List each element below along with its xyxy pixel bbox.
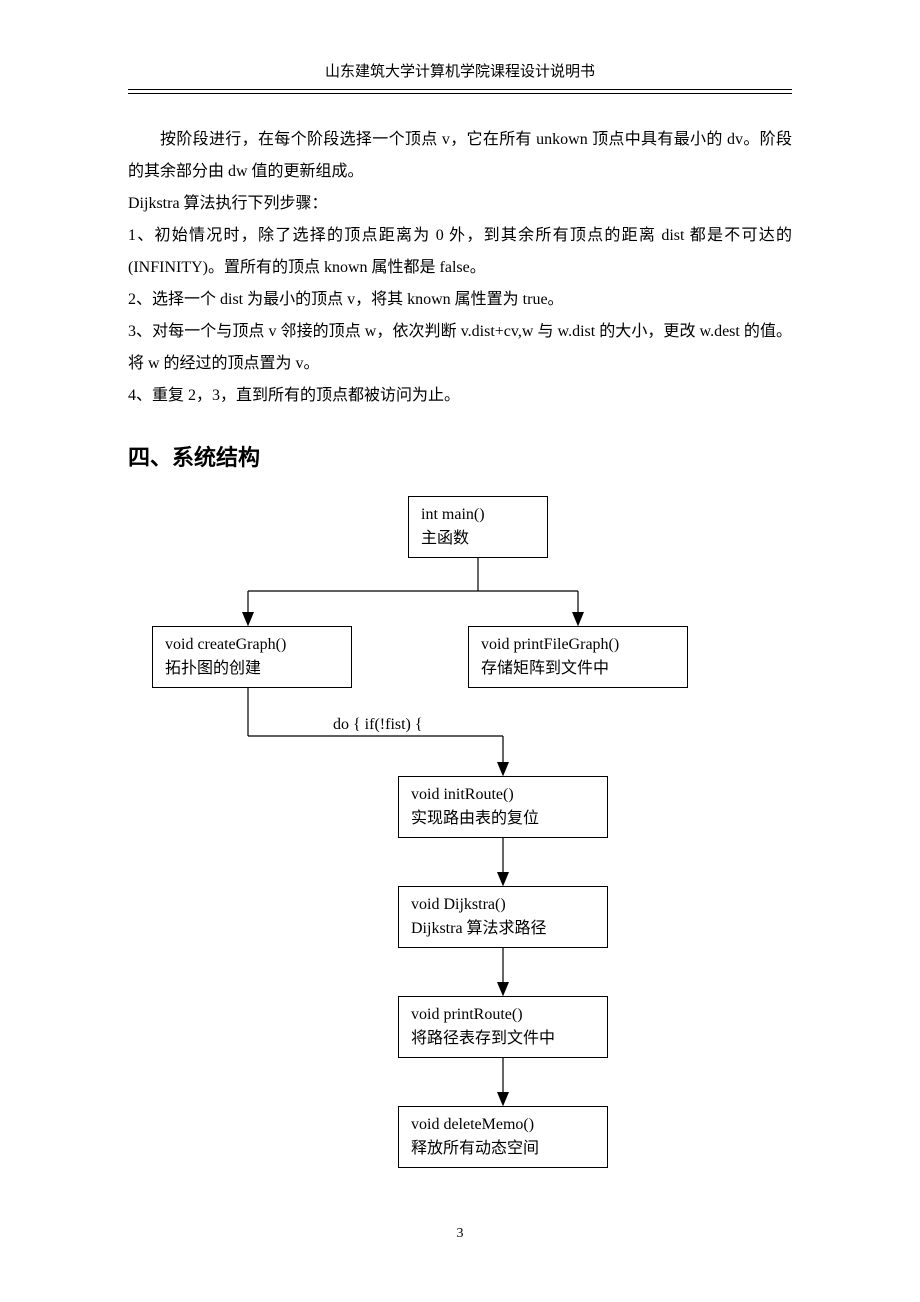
page-root: 山东建筑大学计算机学院课程设计说明书 按阶段进行，在每个阶段选择一个顶点 v，它… (0, 0, 920, 1282)
paragraph-6: 4、重复 2，3，直到所有的顶点都被访问为止。 (128, 380, 792, 412)
paragraph-5: 3、对每一个与顶点 v 邻接的顶点 w，依次判断 v.dist+cv,w 与 w… (128, 316, 792, 380)
node-line2: 实现路由表的复位 (411, 807, 595, 831)
paragraph-3: 1、初始情况时，除了选择的顶点距离为 0 外，到其余所有顶点的距离 dist 都… (128, 220, 792, 284)
paragraph-2: Dijkstra 算法执行下列步骤： (128, 188, 792, 220)
node-line1: void deleteMemo() (411, 1113, 595, 1137)
section-title: 四、系统结构 (128, 440, 792, 472)
page-number: 3 (128, 1226, 792, 1242)
paragraph-4: 2、选择一个 dist 为最小的顶点 v，将其 known 属性置为 true。 (128, 284, 792, 316)
flowchart: int main() 主函数 void createGraph() 拓扑图的创建… (128, 496, 792, 1196)
paragraph-1: 按阶段进行，在每个阶段选择一个顶点 v，它在所有 unkown 顶点中具有最小的… (128, 124, 792, 188)
node-line2: 将路径表存到文件中 (411, 1027, 595, 1051)
node-line2: 拓扑图的创建 (165, 657, 339, 681)
node-line1: void initRoute() (411, 783, 595, 807)
flowchart-edges (128, 496, 792, 1196)
node-line1: void createGraph() (165, 633, 339, 657)
node-line1: void printFileGraph() (481, 633, 675, 657)
flow-node-delete-memo: void deleteMemo() 释放所有动态空间 (398, 1106, 608, 1168)
node-line2: Dijkstra 算法求路径 (411, 917, 595, 941)
node-line1: void Dijkstra() (411, 893, 595, 917)
flow-node-print-route: void printRoute() 将路径表存到文件中 (398, 996, 608, 1058)
node-line2: 主函数 (421, 527, 535, 551)
flow-node-dijkstra: void Dijkstra() Dijkstra 算法求路径 (398, 886, 608, 948)
flow-node-print-file-graph: void printFileGraph() 存储矩阵到文件中 (468, 626, 688, 688)
flow-node-create-graph: void createGraph() 拓扑图的创建 (152, 626, 352, 688)
node-line2: 释放所有动态空间 (411, 1137, 595, 1161)
node-line2: 存储矩阵到文件中 (481, 657, 675, 681)
flow-node-main: int main() 主函数 (408, 496, 548, 558)
flow-label-do-if: do { if(!fist) { (333, 716, 423, 734)
flow-node-init-route: void initRoute() 实现路由表的复位 (398, 776, 608, 838)
page-header: 山东建筑大学计算机学院课程设计说明书 (128, 60, 792, 90)
header-underline (128, 93, 792, 94)
node-line1: int main() (421, 503, 535, 527)
node-line1: void printRoute() (411, 1003, 595, 1027)
